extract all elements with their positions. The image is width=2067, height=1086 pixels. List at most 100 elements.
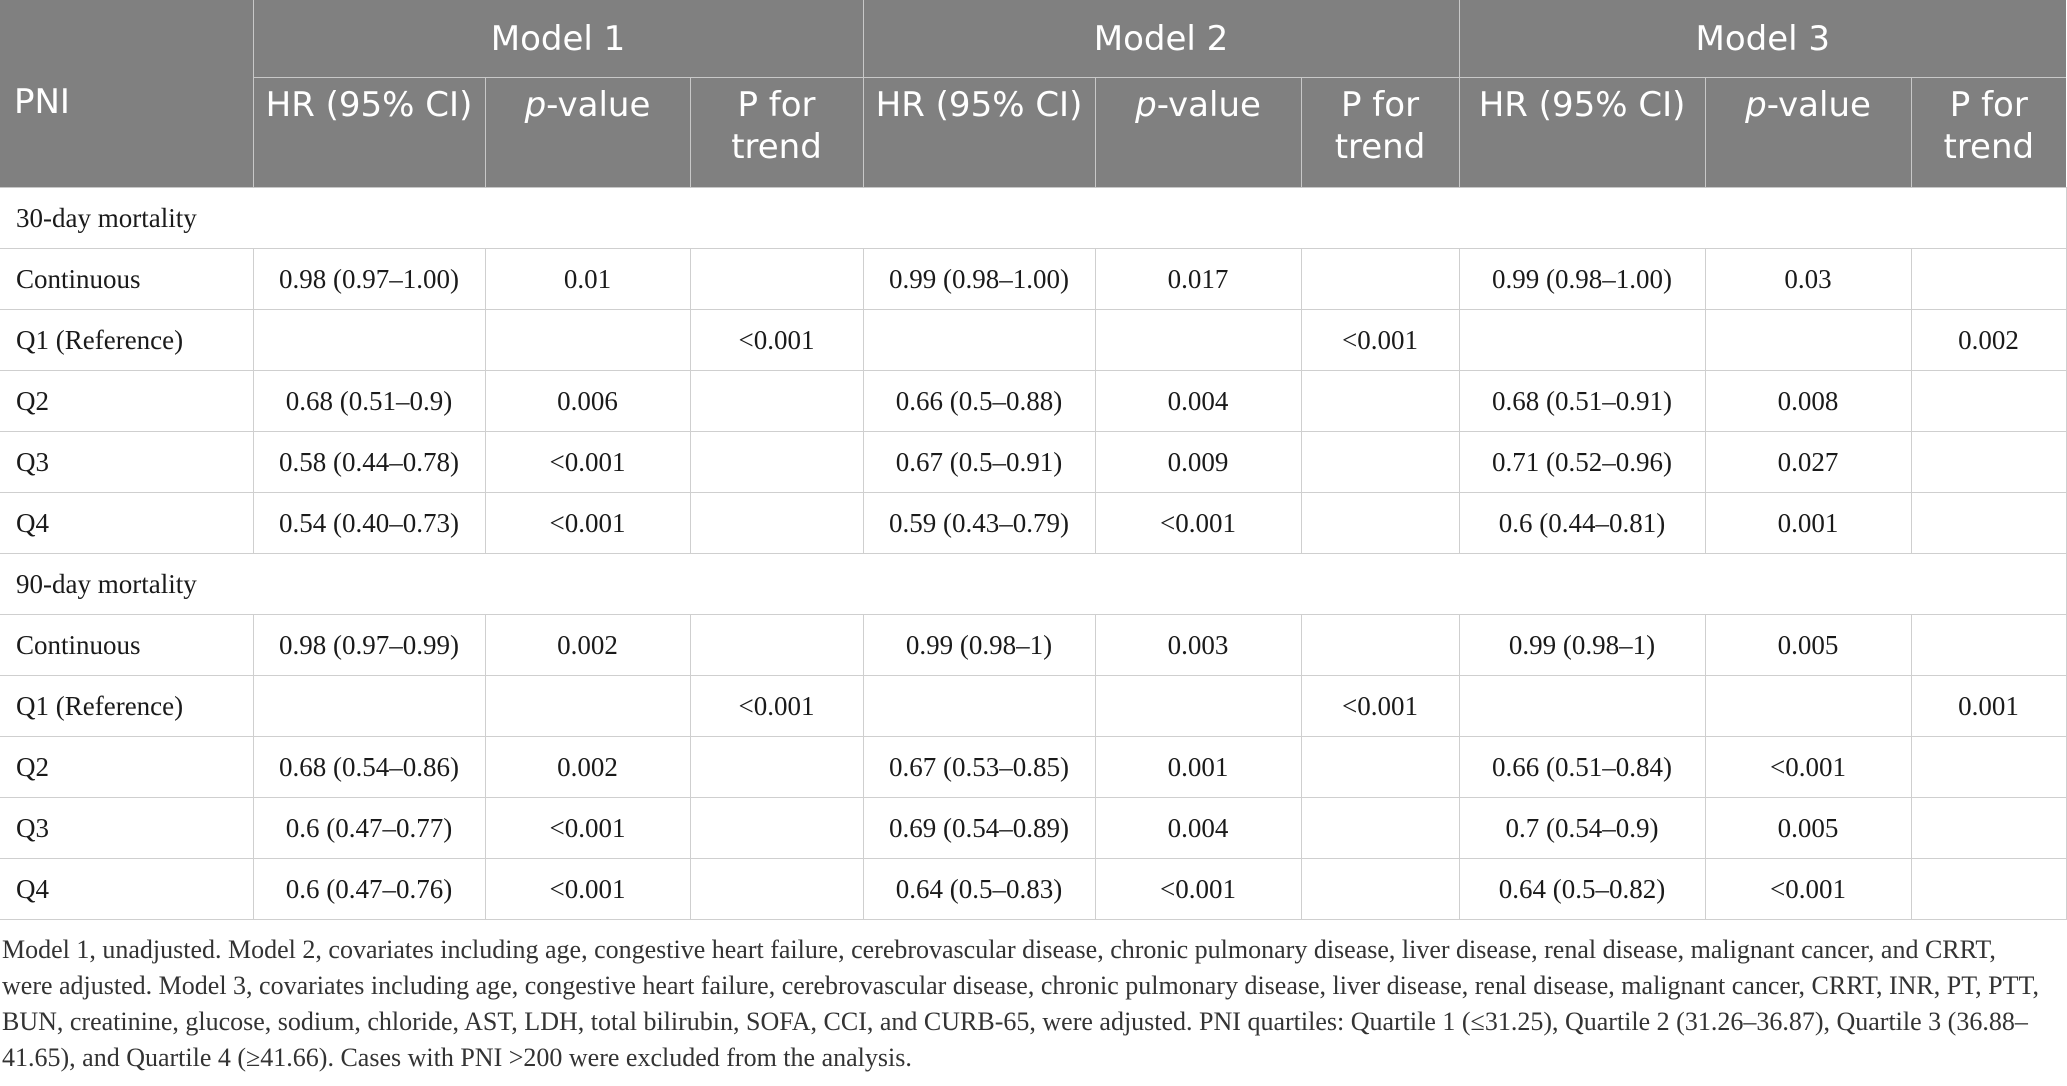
table-cell (1910, 736, 2067, 798)
table-cell (1910, 431, 2067, 493)
table-row: Q1 (Reference) <0.001 <0.001 0.001 (0, 675, 2067, 737)
table-cell (689, 370, 864, 432)
table-cell (1704, 675, 1912, 737)
table-cell (1910, 858, 2067, 920)
table-cell (1704, 309, 1912, 371)
table-cell (1300, 614, 1460, 676)
table-cell: 0.98 (0.97–1.00) (252, 248, 485, 310)
table-cell (1300, 248, 1460, 310)
table-row: Continuous 0.98 (0.97–0.99) 0.002 0.99 (0.9… (0, 614, 2067, 676)
table-row: Q4 0.6 (0.47–0.76) <0.001 0.64 (0.5–0.83) <0… (0, 858, 2067, 920)
table-cell: 0.7 (0.54–0.9) (1458, 797, 1706, 859)
hr-header: HR (95% CI) (862, 77, 1096, 188)
section-row: 30-day mortality (0, 187, 2067, 249)
row-label: Q3 (0, 431, 253, 493)
hr-header: HR (95% CI) (252, 77, 485, 188)
table-cell: 0.6 (0.44–0.81) (1458, 492, 1706, 554)
table-cell: <0.001 (1094, 492, 1302, 554)
table-cell (1300, 492, 1460, 554)
row-label: Q2 (0, 370, 253, 432)
table-cell: 0.01 (484, 248, 690, 310)
table-cell: 0.54 (0.40–0.73) (252, 492, 485, 554)
table-cell (689, 797, 864, 859)
table-cell: <0.001 (1094, 858, 1302, 920)
p-trend-header: P for trend (689, 77, 864, 188)
table-cell (862, 675, 1096, 737)
table-body: 30-day mortality Continuous 0.98 (0.97–1.0… (0, 187, 2067, 920)
table-cell: <0.001 (484, 492, 690, 554)
table-cell: 0.64 (0.5–0.82) (1458, 858, 1706, 920)
table-cell: 0.99 (0.98–1.00) (862, 248, 1096, 310)
table-cell: 0.59 (0.43–0.79) (862, 492, 1096, 554)
table-cell (1910, 797, 2067, 859)
table-cell (484, 309, 690, 371)
table-cell: 0.68 (0.51–0.91) (1458, 370, 1706, 432)
table-cell: 0.66 (0.51–0.84) (1458, 736, 1706, 798)
table-cell: 0.6 (0.47–0.77) (252, 797, 485, 859)
table-cell: 0.001 (1910, 675, 2067, 737)
table-cell (689, 248, 864, 310)
table-cell: 0.6 (0.47–0.76) (252, 858, 485, 920)
table-cell (1300, 858, 1460, 920)
table-cell: 0.004 (1094, 370, 1302, 432)
table-cell: 0.004 (1094, 797, 1302, 859)
pni-header: PNI (0, 0, 253, 188)
table-cell: <0.001 (484, 797, 690, 859)
model-1-header: Model 1 (252, 0, 864, 78)
table-row: Q4 0.54 (0.40–0.73) <0.001 0.59 (0.43–0.79)… (0, 492, 2067, 554)
table-cell: 0.67 (0.5–0.91) (862, 431, 1096, 493)
table-cell: <0.001 (1704, 858, 1912, 920)
row-label: Q1 (Reference) (0, 309, 253, 371)
table-cell (1910, 370, 2067, 432)
table-cell: 0.99 (0.98–1.00) (1458, 248, 1706, 310)
table-cell (1094, 675, 1302, 737)
table-cell: 0.03 (1704, 248, 1912, 310)
row-label: Q4 (0, 858, 253, 920)
p-value-header: p-value (1704, 77, 1912, 188)
table-cell: 0.98 (0.97–0.99) (252, 614, 485, 676)
table-cell: 0.001 (1704, 492, 1912, 554)
table-cell: 0.005 (1704, 614, 1912, 676)
p-trend-header: P for trend (1910, 77, 2067, 188)
table-row: Q2 0.68 (0.54–0.86) 0.002 0.67 (0.53–0.85) 0… (0, 736, 2067, 798)
results-table: PNI Model 1 Model 2 Model 3 HR (95% CI) … (0, 0, 2067, 920)
table-cell: <0.001 (1300, 309, 1460, 371)
table-cell: 0.67 (0.53–0.85) (862, 736, 1096, 798)
table-cell (1300, 736, 1460, 798)
table-cell: 0.002 (484, 736, 690, 798)
table-cell: 0.66 (0.5–0.88) (862, 370, 1096, 432)
table-cell (1458, 675, 1706, 737)
table-cell (1300, 431, 1460, 493)
table-cell: <0.001 (484, 431, 690, 493)
table-cell: 0.003 (1094, 614, 1302, 676)
table-cell: <0.001 (484, 858, 690, 920)
row-label: Q3 (0, 797, 253, 859)
table-cell: 0.005 (1704, 797, 1912, 859)
table-cell: 0.017 (1094, 248, 1302, 310)
table-cell: 0.68 (0.51–0.9) (252, 370, 485, 432)
table-cell (689, 736, 864, 798)
table-row: Q3 0.6 (0.47–0.77) <0.001 0.69 (0.54–0.89) 0… (0, 797, 2067, 859)
table-cell (252, 675, 485, 737)
table-row: Q1 (Reference) <0.001 <0.001 0.002 (0, 309, 2067, 371)
table-cell: 0.99 (0.98–1) (862, 614, 1096, 676)
section-title: 90-day mortality (0, 553, 2067, 615)
row-label: Q1 (Reference) (0, 675, 253, 737)
p-value-header: p-value (484, 77, 690, 188)
table-cell (1458, 309, 1706, 371)
section-title: 30-day mortality (0, 187, 2067, 249)
table-cell: <0.001 (689, 309, 864, 371)
table-row: Q2 0.68 (0.51–0.9) 0.006 0.66 (0.5–0.88) 0.0… (0, 370, 2067, 432)
table-cell (689, 431, 864, 493)
p-value-header: p-value (1094, 77, 1302, 188)
table-cell (1300, 797, 1460, 859)
row-label: Continuous (0, 614, 253, 676)
table-cell: 0.69 (0.54–0.89) (862, 797, 1096, 859)
subheader-row: HR (95% CI) p-value P for trend HR (95% … (0, 77, 2067, 188)
table-cell: 0.001 (1094, 736, 1302, 798)
table-cell: 0.009 (1094, 431, 1302, 493)
table-cell: 0.71 (0.52–0.96) (1458, 431, 1706, 493)
table-cell (1094, 309, 1302, 371)
table-cell: 0.008 (1704, 370, 1912, 432)
model-3-header: Model 3 (1458, 0, 2067, 78)
